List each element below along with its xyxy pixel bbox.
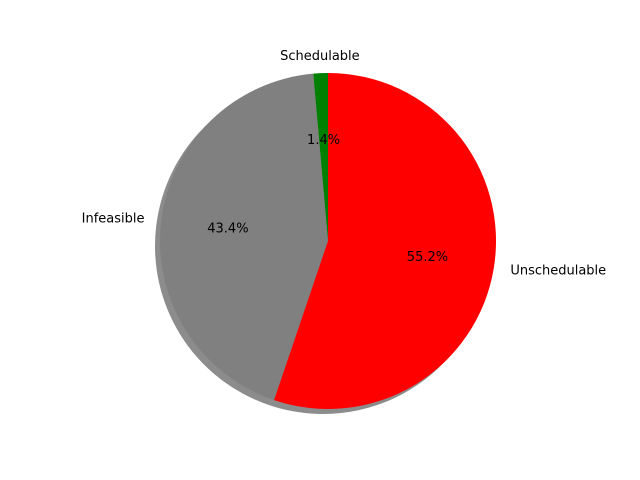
slice-label-unschedulable: Unschedulable [510, 264, 606, 279]
slice-percent-infeasible: 43.4% [207, 221, 248, 236]
slice-percent-unschedulable: 55.2% [407, 250, 448, 265]
pie-slices [160, 73, 497, 409]
slice-label-infeasible: Infeasible [82, 211, 145, 226]
slice-label-schedulable: Schedulable [280, 49, 360, 64]
slice-percent-schedulable: 1.4% [307, 133, 340, 148]
slice-unschedulable [274, 73, 497, 409]
slice-infeasible [160, 73, 328, 401]
pie-labels: Schedulable 1.4% Infeasible 43.4% Unschedula… [82, 49, 607, 279]
slice-schedulable [313, 73, 328, 241]
